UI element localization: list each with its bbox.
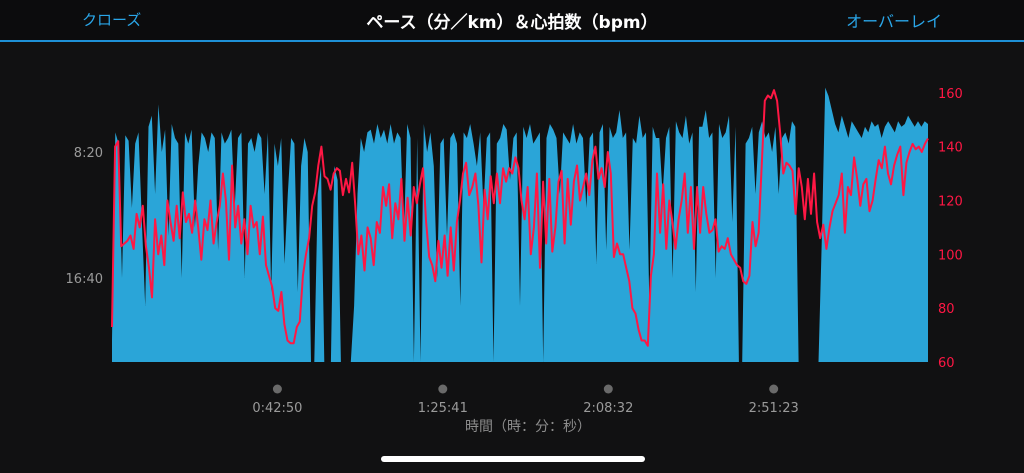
- overlay-button[interactable]: オーバーレイ: [846, 12, 942, 31]
- x-tick-marker: [603, 384, 613, 394]
- heart-rate-line: [111, 89, 929, 347]
- right-tick-label: 60: [938, 356, 955, 371]
- right-tick-label: 120: [938, 195, 963, 210]
- left-tick-label: 8:20: [74, 146, 103, 161]
- right-tick-label: 100: [938, 248, 963, 263]
- pace-heart-rate-chart[interactable]: 8:20 16:40 60 80 100 120 140 160 0:42:50 1:25:4…: [0, 42, 1024, 456]
- right-tick-label: 160: [938, 87, 963, 102]
- heart-rate-layer: [111, 89, 929, 347]
- x-tick-marker: [769, 384, 779, 394]
- right-tick-label: 140: [938, 141, 963, 156]
- x-tick-label: 0:42:50: [252, 401, 302, 416]
- x-tick-marker: [438, 384, 448, 394]
- home-indicator[interactable]: [381, 456, 645, 462]
- page-title: ペース（分／km）＆心拍数（bpm）: [366, 13, 658, 33]
- close-button[interactable]: クローズ: [82, 11, 142, 29]
- header-bar: クローズ ペース（分／km）＆心拍数（bpm） オーバーレイ: [0, 0, 1024, 42]
- right-axis: 60 80 100 120 140 160: [938, 87, 963, 371]
- x-tick-label: 2:51:23: [749, 401, 799, 416]
- x-tick-label: 2:08:32: [583, 401, 633, 416]
- right-tick-label: 80: [938, 302, 955, 317]
- x-axis: 0:42:50 1:25:41 2:08:32 2:51:23: [252, 384, 799, 416]
- left-axis: 8:20 16:40: [66, 146, 103, 287]
- pace-area: [112, 87, 928, 362]
- left-tick-label: 16:40: [66, 272, 103, 287]
- pace-area-layer: [112, 87, 928, 362]
- x-tick-marker: [272, 384, 282, 394]
- x-tick-label: 1:25:41: [418, 401, 468, 416]
- x-axis-label: 時間（時：分：秒）: [465, 419, 591, 435]
